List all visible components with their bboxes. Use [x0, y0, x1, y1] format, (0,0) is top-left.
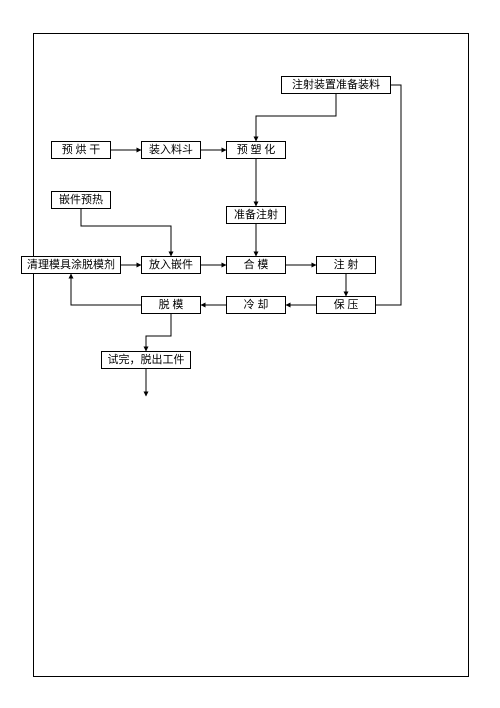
edge — [146, 314, 171, 351]
node-n_clean: 清理模具涂脱模剂 — [21, 256, 121, 274]
node-label: 装入料斗 — [149, 144, 193, 156]
node-n_putIns: 放入嵌件 — [141, 256, 201, 274]
node-label: 预 烘 干 — [62, 144, 101, 156]
edge — [376, 85, 401, 305]
node-label: 脱 模 — [159, 299, 184, 311]
node-n_cool: 冷 却 — [226, 296, 286, 314]
node-label: 注 射 — [334, 259, 359, 271]
node-label: 保 压 — [334, 299, 359, 311]
node-n_inject: 注 射 — [316, 256, 376, 274]
node-n_ready: 准备注射 — [226, 206, 286, 224]
node-label: 预 塑 化 — [237, 144, 276, 156]
edges-layer — [34, 34, 468, 676]
node-label: 冷 却 — [244, 299, 269, 311]
node-label: 准备注射 — [234, 209, 278, 221]
node-label: 放入嵌件 — [149, 259, 193, 271]
node-n_plast: 预 塑 化 — [226, 141, 286, 159]
node-n_insertP: 嵌件预热 — [51, 191, 111, 209]
node-n_hold: 保 压 — [316, 296, 376, 314]
node-label: 嵌件预热 — [59, 194, 103, 206]
node-label: 试完，脱出工件 — [108, 354, 185, 366]
page-frame: 注射装置准备装料预 烘 干装入料斗预 塑 化嵌件预热准备注射清理模具涂脱模剂放入… — [33, 33, 469, 677]
node-n_demold: 脱 模 — [141, 296, 201, 314]
node-n_top: 注射装置准备装料 — [281, 76, 391, 94]
node-n_final: 试完，脱出工件 — [101, 351, 191, 369]
node-n_dry: 预 烘 干 — [51, 141, 111, 159]
edge — [256, 94, 336, 141]
edge — [81, 209, 171, 256]
node-label: 注射装置准备装料 — [292, 79, 380, 91]
edge — [71, 274, 141, 305]
node-label: 合 模 — [244, 259, 269, 271]
node-n_hopper: 装入料斗 — [141, 141, 201, 159]
node-label: 清理模具涂脱模剂 — [27, 259, 115, 271]
node-n_close: 合 模 — [226, 256, 286, 274]
